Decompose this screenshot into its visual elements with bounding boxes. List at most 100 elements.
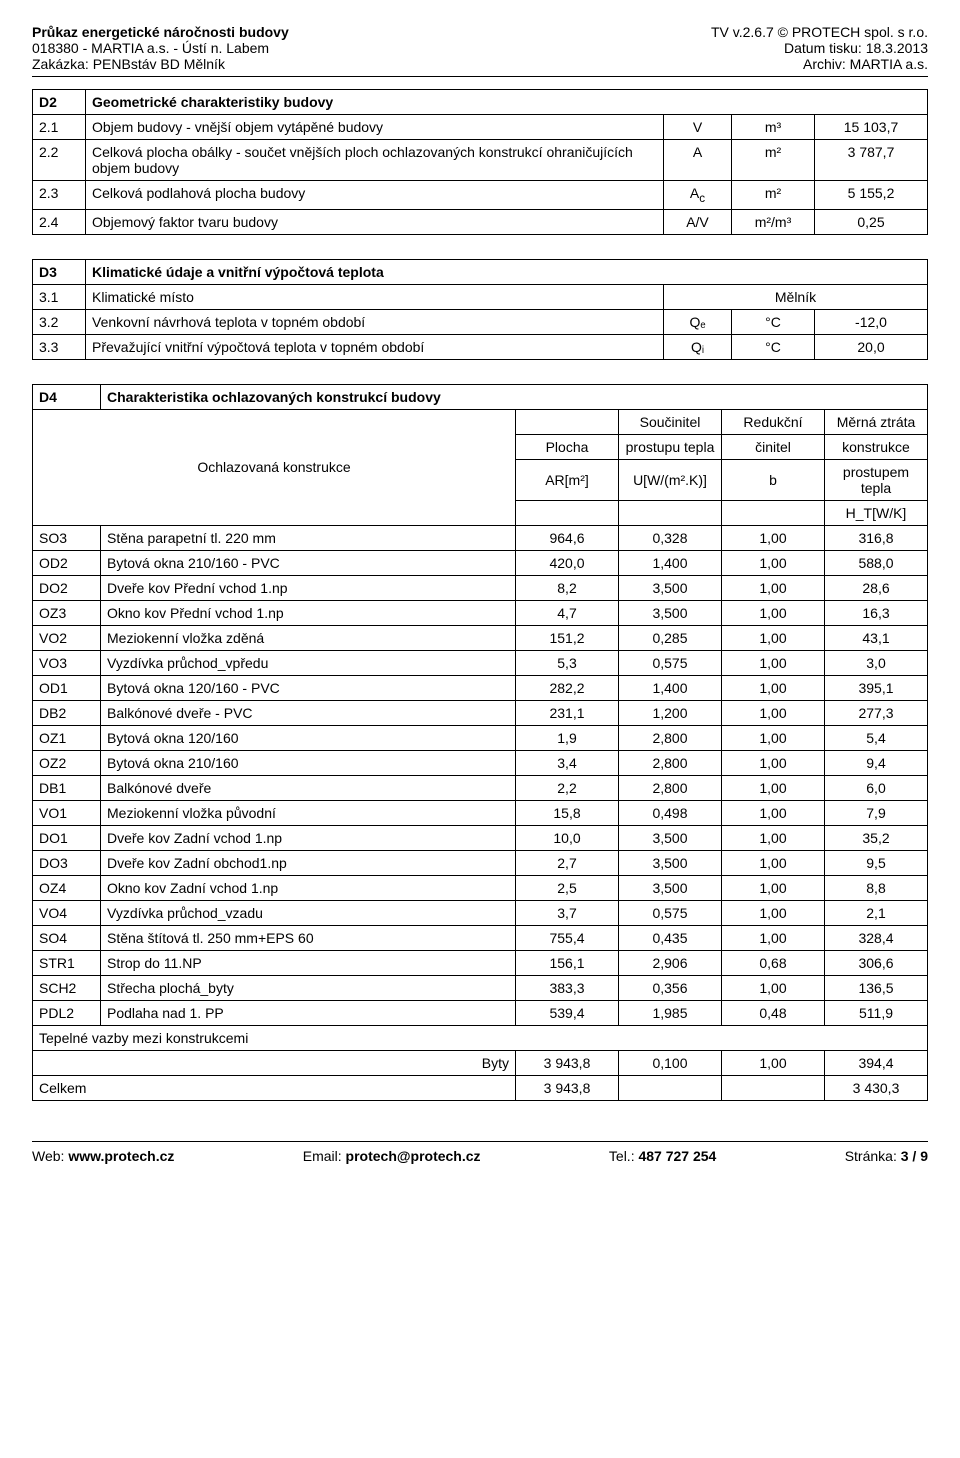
d4-row-code: DO3 [33, 850, 101, 875]
d4-row-ht: 8,8 [825, 875, 928, 900]
d4-total-a: 3 943,8 [516, 1075, 619, 1100]
d4-row-area: 755,4 [516, 925, 619, 950]
d4-row: SCH2Střecha plochá_byty383,30,3561,00136… [33, 975, 928, 1000]
d4-row-b: 1,00 [722, 750, 825, 775]
d2-code: D2 [33, 90, 86, 115]
d4-row: SO3Stěna parapetní tl. 220 mm964,60,3281… [33, 525, 928, 550]
d4-row-area: 156,1 [516, 950, 619, 975]
d4-thermal-label: Tepelné vazby mezi konstrukcemi [33, 1025, 928, 1050]
d4-row-desc: Stěna štítová tl. 250 mm+EPS 60 [101, 925, 516, 950]
d4-row-desc: Balkónové dveře [101, 775, 516, 800]
d4-row-desc: Meziokenní vložka zděná [101, 625, 516, 650]
d2-row-sym: V [664, 115, 732, 140]
d4-row-area: 151,2 [516, 625, 619, 650]
d4-row: OD1Bytová okna 120/160 - PVC282,21,4001,… [33, 675, 928, 700]
d4-row-u: 1,985 [619, 1000, 722, 1025]
d4-row: OZ2Bytová okna 210/1603,42,8001,009,4 [33, 750, 928, 775]
d4-row-desc: Vyzdívka průchod_vpředu [101, 650, 516, 675]
d4-row-code: VO1 [33, 800, 101, 825]
d4-row-desc: Vyzdívka průchod_vzadu [101, 900, 516, 925]
d4-row: STR1Strop do 11.NP156,12,9060,68306,6 [33, 950, 928, 975]
d4-row-code: DB2 [33, 700, 101, 725]
d4-row-b: 1,00 [722, 875, 825, 900]
d3-row-val: 20,0 [815, 334, 928, 359]
d4-row-b: 1,00 [722, 725, 825, 750]
d4-row-area: 231,1 [516, 700, 619, 725]
d4-row-desc: Meziokenní vložka původní [101, 800, 516, 825]
d4-row-code: OZ1 [33, 725, 101, 750]
d4-h-c5c: prostupem tepla [825, 459, 928, 500]
d4-row-area: 539,4 [516, 1000, 619, 1025]
d2-row-sym: A [664, 140, 732, 181]
d4-row-b: 1,00 [722, 625, 825, 650]
d4-row-area: 3,7 [516, 900, 619, 925]
d3-row-sym: Qₑ [664, 309, 732, 334]
d4-row: VO1Meziokenní vložka původní15,80,4981,0… [33, 800, 928, 825]
d4-row: VO4Vyzdívka průchod_vzadu3,70,5751,002,1 [33, 900, 928, 925]
d4-row-ht: 306,6 [825, 950, 928, 975]
d3-row-label: Venkovní návrhová teplota v topném obdob… [86, 309, 664, 334]
d4-total-d: 3 430,3 [825, 1075, 928, 1100]
d4-row-ht: 7,9 [825, 800, 928, 825]
d4-row-ht: 16,3 [825, 600, 928, 625]
d4-row-desc: Podlaha nad 1. PP [101, 1000, 516, 1025]
d2-row-num: 2.4 [33, 209, 86, 234]
d4-byty-c: 1,00 [722, 1050, 825, 1075]
d4-row: OZ3Okno kov Přední vchod 1.np4,73,5001,0… [33, 600, 928, 625]
doc-title: Průkaz energetické náročnosti budovy [32, 24, 289, 40]
doc-footer: Web: www.protech.cz Email: protech@prote… [32, 1141, 928, 1164]
d4-row-b: 0,48 [722, 1000, 825, 1025]
d4-row-desc: Strop do 11.NP [101, 950, 516, 975]
d2-row-label: Objemový faktor tvaru budovy [86, 209, 664, 234]
d4-row-desc: Dveře kov Zadní vchod 1.np [101, 825, 516, 850]
d4-row-u: 3,500 [619, 875, 722, 900]
d4-row-code: VO4 [33, 900, 101, 925]
table-d3: D3 Klimatické údaje a vnitřní výpočtová … [32, 259, 928, 360]
d3-row-unit: °C [732, 334, 815, 359]
d4-row: VO3Vyzdívka průchod_vpředu5,30,5751,003,… [33, 650, 928, 675]
d4-h-c4c: b [722, 459, 825, 500]
d4-h-c2b: Plocha [516, 434, 619, 459]
d4-row-ht: 316,8 [825, 525, 928, 550]
d4-row-code: OD2 [33, 550, 101, 575]
d2-row: 2.2Celková plocha obálky - součet vnější… [33, 140, 928, 181]
d4-row-b: 1,00 [722, 775, 825, 800]
d3-row-num: 3.3 [33, 334, 86, 359]
d4-row-ht: 588,0 [825, 550, 928, 575]
d4-row-code: PDL2 [33, 1000, 101, 1025]
d3-row-unit: °C [732, 309, 815, 334]
footer-tel: Tel.: 487 727 254 [609, 1148, 716, 1164]
d3-row-val: Mělník [664, 284, 928, 309]
d4-h-c4a: Redukční [722, 409, 825, 434]
d4-row-desc: Okno kov Přední vchod 1.np [101, 600, 516, 625]
d2-row-unit: m³ [732, 115, 815, 140]
d4-row-desc: Bytová okna 120/160 [101, 725, 516, 750]
d4-row-u: 2,800 [619, 775, 722, 800]
d4-row-area: 4,7 [516, 600, 619, 625]
doc-project: 018380 - MARTIA a.s. - Ústí n. Labem [32, 40, 269, 56]
d4-row-area: 10,0 [516, 825, 619, 850]
d4-h-construction: Ochlazovaná konstrukce [33, 409, 516, 525]
d4-total-b [619, 1075, 722, 1100]
d4-row: OD2Bytová okna 210/160 - PVC420,01,4001,… [33, 550, 928, 575]
d4-row-u: 2,800 [619, 750, 722, 775]
footer-email: Email: protech@protech.cz [303, 1148, 481, 1164]
d4-row-b: 1,00 [722, 700, 825, 725]
d2-row-unit: m² [732, 140, 815, 181]
d4-row-desc: Balkónové dveře - PVC [101, 700, 516, 725]
d4-row-ht: 9,4 [825, 750, 928, 775]
d3-row-label: Převažující vnitřní výpočtová teplota v … [86, 334, 664, 359]
d4-row-area: 420,0 [516, 550, 619, 575]
d4-row-area: 964,6 [516, 525, 619, 550]
d2-row: 2.1Objem budovy - vnější objem vytápěné … [33, 115, 928, 140]
d4-row-area: 3,4 [516, 750, 619, 775]
d4-row-area: 5,3 [516, 650, 619, 675]
d4-row: DO3Dveře kov Zadní obchod1.np2,73,5001,0… [33, 850, 928, 875]
d4-row: OZ4Okno kov Zadní vchod 1.np2,53,5001,00… [33, 875, 928, 900]
d4-byty-b: 0,100 [619, 1050, 722, 1075]
doc-print-date: Datum tisku: 18.3.2013 [784, 40, 928, 56]
d2-row-num: 2.1 [33, 115, 86, 140]
d2-row-num: 2.2 [33, 140, 86, 181]
d4-row-u: 0,285 [619, 625, 722, 650]
d4-row-u: 0,356 [619, 975, 722, 1000]
